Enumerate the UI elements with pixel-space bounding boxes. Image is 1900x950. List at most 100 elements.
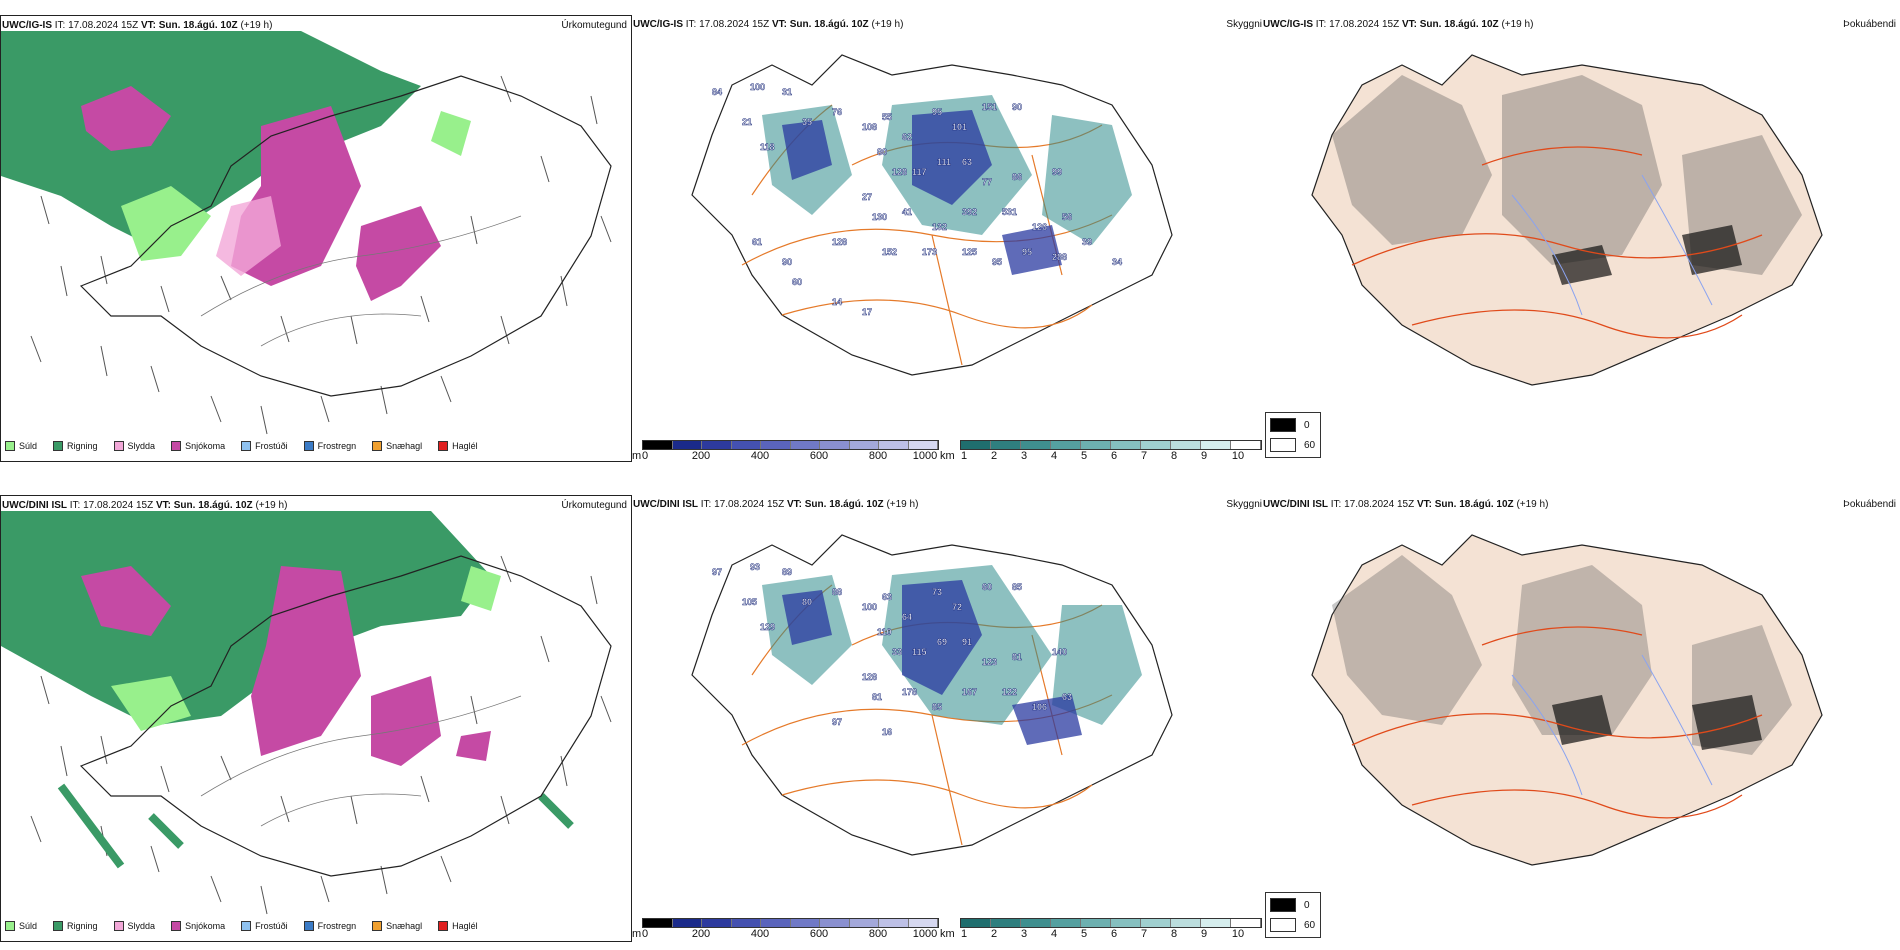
cloud-base-area [782,580,1082,745]
cloud-base-value: 88 [832,587,842,597]
cloud-base-value: 178 [902,687,917,697]
sea-rain-area [1,31,421,246]
cloud-base-value: 33 [892,647,902,657]
cloud-base-value: 77 [982,177,992,187]
cloud-base-value: 91 [962,637,972,647]
cloud-base-value: 90 [782,257,792,267]
precip-map-1 [1,31,612,435]
cloud-base-value: 73 [932,587,942,597]
fog-map-1 [1311,54,1823,386]
cloud-base-value: 41 [902,207,912,217]
cloud-base-value: 118 [760,142,775,152]
cloud-base-value: 63 [1062,692,1072,702]
legend-swatch [372,441,383,451]
panel-title: Þokuábendi [1843,499,1896,510]
legend-swatch [438,441,449,451]
cloud-base-value: 97 [832,717,842,727]
rivers [1511,174,1713,316]
rivers [1511,654,1713,796]
cloud-base-value: 101 [952,122,967,132]
legend-swatch [303,441,314,451]
iceland-land [1311,54,1823,386]
fog-key-swatch [1270,898,1296,912]
cloud-base-colorbar: m 0 200 400 600 800 1000 [632,914,942,944]
cloud-base-value: 125 [962,247,977,257]
legend-swatch [438,921,449,931]
cloud-base-value: 95 [1022,247,1032,257]
panel-title: Þokuábendi [1843,19,1896,30]
cloud-base-value: 129 [760,622,775,632]
fog-shade [1332,75,1802,275]
init-time: IT: 17.08.2024 15Z [54,20,139,31]
cloud-base-value: 17 [862,307,872,317]
cloud-base-value: 76 [832,107,842,117]
cloud-base-value: 106 [1032,702,1047,712]
fog-key-swatch [1270,918,1296,932]
cloud-base-value: 288 [1052,252,1067,262]
cloud-base-value: 85 [1012,582,1022,592]
cloud-base-value: 100 [750,82,765,92]
cloud-base-value: 130 [872,212,887,222]
legend-swatch [53,921,64,931]
visibility-panel-2: 97 93 89 80 105 129 88 100 110 63 64 73 72 60 85 33 115 6… [632,495,1262,942]
legend-item: Snæhagl [372,921,422,931]
cloud-base-value: 117 [912,167,927,177]
cloud-base-value: 62 [902,132,912,142]
fog-map-2 [1311,534,1823,866]
cloud-base-value: 80 [802,597,812,607]
legend-swatch [5,921,15,931]
visibility-colorbar: km 1 2 3 4 5 6 7 8 9 10 [940,436,1262,466]
cloud-base-value: 132 [932,222,947,232]
cloud-base-value: 39 [1082,237,1092,247]
panel-header: UWC/DINI ISL IT: 17.08.2024 15Z VT: Sun.… [2,500,287,511]
cloud-base-value: 95 [992,257,1002,267]
cloud-base-scale [642,440,939,450]
cloud-base-value: 167 [962,687,977,697]
cloud-base-value: 151 [982,102,997,112]
visibility-scale [960,918,1262,928]
cloud-base-value: 27 [862,192,872,202]
valid-time-label: VT: [155,500,171,511]
cloud-base-value: 115 [912,647,927,657]
legend-swatch [171,441,182,451]
legend-item: Frostregn [303,921,356,931]
fog-key-swatch [1270,438,1296,452]
roads [1351,146,1763,339]
cloud-base-value: 56 [1062,212,1072,222]
rain-streaks [57,783,574,869]
visibility-scale [960,440,1262,450]
legend-swatch [5,441,15,451]
cloud-base-value: 99 [1052,167,1062,177]
cloud-base-value: 81 [872,692,882,702]
precip-legend: Súld Rigning Slydda Snjókoma Frostúði Fr… [5,921,478,931]
cloud-base-value: 173 [922,247,937,257]
iceland-land [1311,534,1823,866]
legend-swatch [303,921,314,931]
panel-title: Úrkomutegund [561,500,627,511]
legend-item: Súld [5,441,37,451]
cloud-base-value: 60 [792,277,802,287]
cloud-base-value: 531 [1002,207,1017,217]
iceland-outline [79,555,612,877]
cloud-base-value: 90 [1012,102,1022,112]
legend-item: Haglél [438,921,478,931]
legend-item: Haglél [438,441,478,451]
drizzle-area [121,186,211,261]
cloud-base-value: 108 [862,122,877,132]
rivers [200,215,522,347]
lead-time: (+19 h) [255,500,288,511]
panel-header: UWC/IG-IS IT: 17.08.2024 15Z VT: Sun. 18… [2,20,272,31]
snow-area-1 [81,566,171,636]
rivers [200,695,522,827]
legend-item: Frostregn [303,441,356,451]
legend-swatch [241,921,252,931]
legend-swatch [171,921,182,931]
visibility-colorbar: km 1 2 3 4 5 6 7 8 9 10 [940,914,1262,944]
panel-header: UWC/IG-IS IT: 17.08.2024 15Z VT: Sun. 18… [633,19,904,30]
sea-rain-area [1,511,491,726]
fog-shade [1332,555,1792,755]
legend-item: Frostúði [241,441,288,451]
snow-area-1 [81,86,171,151]
cloud-base-value: 123 [982,657,997,667]
iceland-outline [79,75,612,397]
